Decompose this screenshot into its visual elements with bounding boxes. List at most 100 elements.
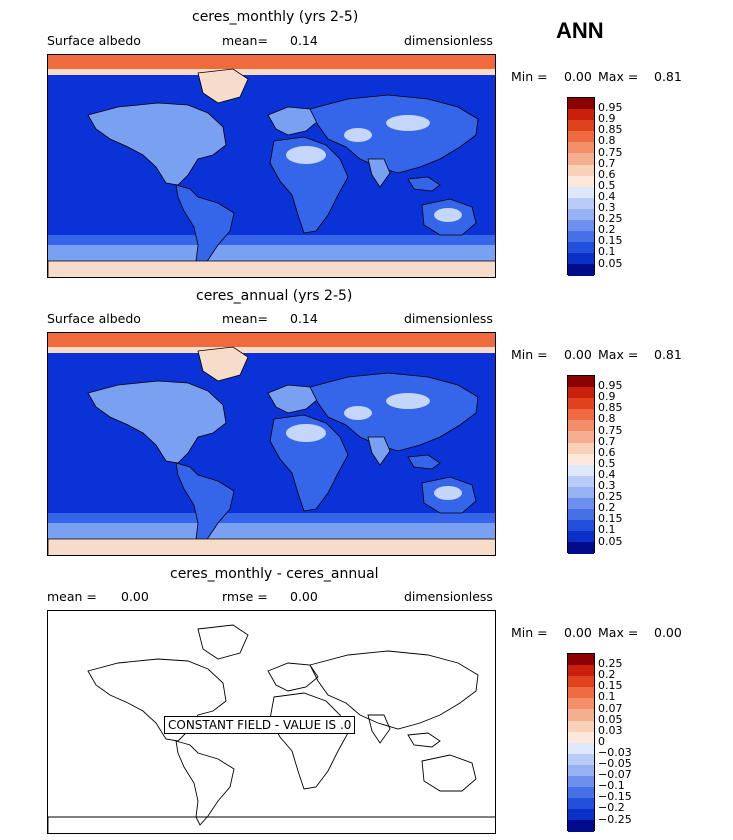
colorbar-swatch [568,98,594,110]
panel-3-min-value: 0.00 [564,625,592,640]
continent-shape [269,136,349,234]
australia-patch [434,208,462,222]
panel-1-colorbar [567,97,595,276]
colorbar-tick-label: 0.15 [598,512,623,526]
colorbar-tick-label: 0.85 [598,123,623,137]
colorbar-tick-label: 0.4 [598,189,616,203]
continent-shape [367,436,391,466]
colorbar-tick-label: 0.3 [598,479,616,492]
panel-1-min-label: Min = [511,69,548,84]
colorbar-swatch [568,676,594,688]
constant-field-note: CONSTANT FIELD - VALUE IS .0 [164,716,356,734]
panel-3-title: ceres_monthly - ceres_annual [170,566,379,582]
colorbar-swatch [568,264,594,276]
panel-2-min-label: Min = [511,347,548,362]
continent-shape [309,372,479,452]
colorbar-swatch [568,376,594,388]
panel-2-units: dimensionless [404,311,493,326]
colorbar-tick-label: 0.2 [598,223,616,237]
panel-2-mean-label: mean= [222,311,268,326]
colorbar-tick-label: 0.05 [598,712,623,726]
colorbar-swatch [568,409,594,421]
colorbar-tick-label: 0.8 [598,134,616,148]
colorbar-swatch [568,131,594,143]
colorbar-swatch [568,387,594,399]
continent-shape [407,454,441,470]
colorbar-tick-label: 0.5 [598,456,616,470]
continent-shape [175,184,235,270]
colorbar-swatch [568,420,594,432]
coastline [267,662,319,692]
panel-2-mean-value: 0.14 [290,311,318,326]
colorbar-swatch [568,453,594,465]
colorbar-tick-label: 0.8 [598,412,616,426]
continent-shape [87,380,227,464]
colorbar-swatch [568,731,594,743]
colorbar-swatch [568,665,594,677]
colorbar-swatch [568,698,594,710]
colorbar-tick-label: 0.25 [598,657,623,671]
coastline [269,692,349,790]
panel-3-mean-label: mean = [47,589,97,604]
sea-ice-band [48,69,495,75]
colorbar-swatch [568,231,594,243]
colorbar-swatch [568,776,594,788]
colorbar-tick-label: 0.75 [598,145,623,159]
colorbar-swatch [568,509,594,521]
coastline [367,714,391,744]
colorbar-tick-label: −0.1 [598,779,625,793]
continent-shape [197,68,249,104]
coastline [309,650,479,730]
panel-3-rmse-label: rmse = [222,589,268,604]
colorbar-tick-label: −0.2 [598,801,625,815]
panel-1-max-value: 0.81 [654,69,682,84]
colorbar-swatch [568,520,594,532]
colorbar-tick-label: 0.75 [598,423,623,437]
panel-1-min-value: 0.00 [564,69,592,84]
continent-shape [87,102,227,186]
panel-3-max-label: Max = [598,625,639,640]
colorbar-swatch [568,742,594,754]
siberia-patch [386,393,430,409]
colorbar-tick-label: 0.9 [598,112,616,126]
colorbar-tick-label: 0 [598,734,605,748]
continent-shape [267,384,319,414]
colorbar-swatch [568,820,594,832]
panel-2-colorbar [567,375,595,554]
colorbar-swatch [568,242,594,254]
colorbar-swatch [568,153,594,165]
colorbar-tick-label: −0.15 [598,790,632,804]
panel-2-map [47,332,496,556]
colorbar-tick-label: 0.15 [598,234,623,248]
panel-1-units: dimensionless [404,33,493,48]
colorbar-swatch [568,142,594,154]
colorbar-tick-label: 0.25 [598,490,623,504]
coastline [48,816,495,833]
sahara-patch [286,424,326,442]
continent-shape [407,176,441,192]
colorbar-swatch [568,197,594,209]
continent-shape [48,538,495,555]
colorbar-tick-label: 0.1 [598,245,616,259]
panel-3-rmse-value: 0.00 [290,589,318,604]
colorbar-tick-label: −0.25 [598,812,632,826]
panel-3-min-label: Min = [511,625,548,640]
colorbar-swatch [568,809,594,821]
siberia-patch [386,115,430,131]
panel-1-mean-value: 0.14 [290,33,318,48]
colorbar-swatch [568,654,594,666]
colorbar-tick-label: −0.05 [598,757,632,770]
colorbar-tick-label: 0.1 [598,523,616,537]
colorbar-tick-label: 0.85 [598,401,623,415]
panel-2-max-value: 0.81 [654,347,682,362]
colorbar-tick-label: 0.03 [598,723,623,737]
colorbar-swatch [568,542,594,554]
panel-1-title: ceres_monthly (yrs 2-5) [192,9,359,25]
colorbar-swatch [568,531,594,543]
panel-3-colorbar [567,653,595,832]
colorbar-tick-label: −0.03 [598,745,632,759]
colorbar-tick-label: 0.95 [598,379,623,393]
colorbar-swatch [568,442,594,454]
colorbar-swatch [568,720,594,732]
colorbar-swatch [568,764,594,777]
